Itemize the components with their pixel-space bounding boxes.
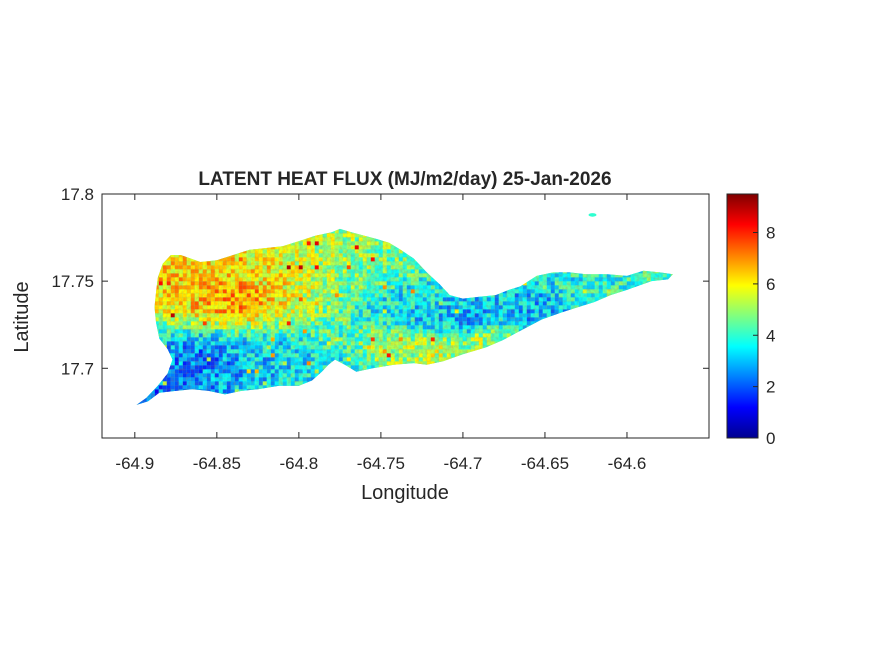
plot-area: -64.9 -64.85 -64.8 -64.75 -64.7 -64.65 -64.6 1… xyxy=(51,185,710,473)
chart-title: LATENT HEAT FLUX (MJ/m2/day) 25-Jan-2026 xyxy=(198,169,611,190)
